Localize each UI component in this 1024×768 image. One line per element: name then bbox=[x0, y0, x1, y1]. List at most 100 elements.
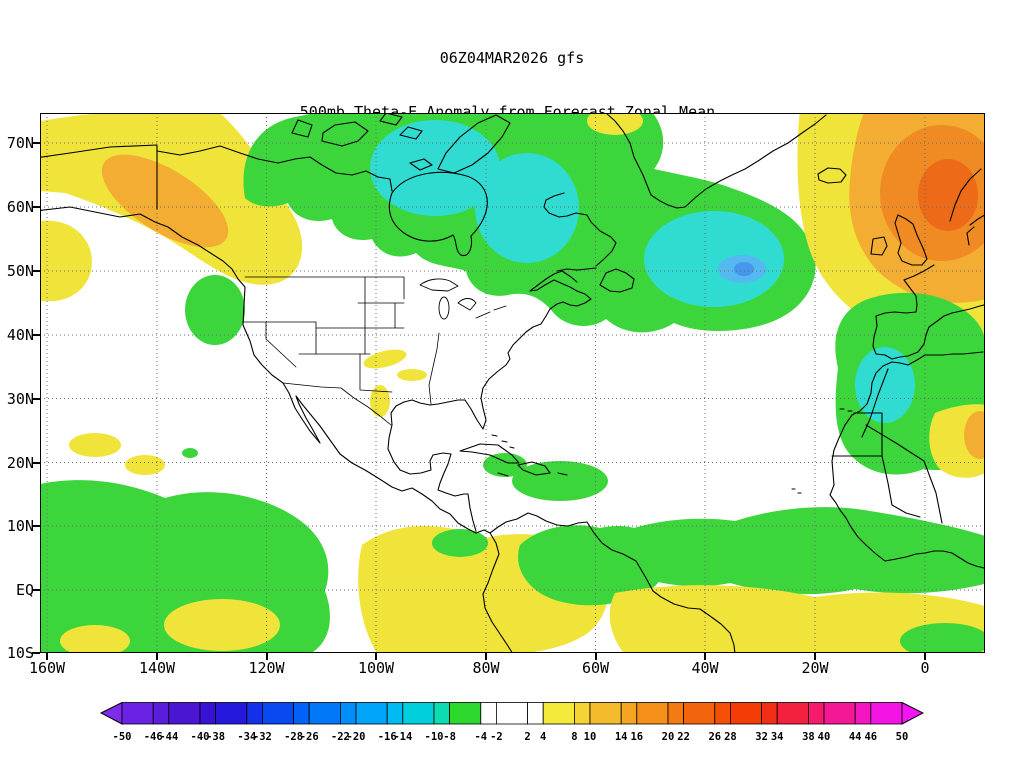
colorbar-cell bbox=[261, 702, 294, 725]
colorbar-cell bbox=[449, 702, 482, 725]
lon-tick-label: 20W bbox=[801, 659, 829, 677]
lat-tick-label: 60N bbox=[6, 198, 34, 216]
colorbar-label: 40 bbox=[818, 731, 831, 743]
lat-tick bbox=[32, 525, 40, 527]
colorbar-cell bbox=[808, 702, 825, 725]
colorbar-label: -10 bbox=[425, 731, 444, 743]
lon-tick bbox=[594, 653, 597, 660]
lat-tick-label: EQ bbox=[15, 581, 34, 599]
colorbar-cell bbox=[573, 702, 591, 725]
colorbar-cell bbox=[495, 702, 528, 725]
lon-tick bbox=[375, 653, 377, 660]
lon-tick-label: 80W bbox=[472, 659, 500, 677]
colorbar-cell bbox=[620, 702, 638, 725]
lat-tick bbox=[32, 461, 40, 464]
lat-tick-label: 20N bbox=[6, 453, 34, 472]
lon-tick bbox=[265, 653, 268, 660]
colorbar-cell bbox=[527, 702, 544, 725]
colorbar-cell bbox=[823, 702, 856, 725]
colorbar-cell bbox=[854, 702, 872, 725]
colorbar-cell bbox=[714, 702, 731, 725]
lon-tick bbox=[156, 653, 158, 660]
colorbar-label: -26 bbox=[300, 731, 319, 743]
colorbar-cell bbox=[667, 702, 685, 725]
colorbar-label: -16 bbox=[378, 731, 397, 743]
lat-tick-label: 40N bbox=[6, 326, 34, 344]
lat-tick-label: 70N bbox=[6, 134, 34, 152]
colorbar-label: -38 bbox=[206, 731, 225, 743]
colorbar-cell bbox=[730, 702, 763, 725]
colorbar-label: -14 bbox=[393, 731, 412, 743]
lon-tick-label: 0 bbox=[920, 659, 930, 677]
colorbar-cell bbox=[293, 702, 310, 725]
colorbar-cell bbox=[402, 702, 435, 725]
colorbar-label: -50 bbox=[113, 731, 132, 743]
lat-tick bbox=[32, 589, 40, 591]
lon-tick bbox=[814, 653, 816, 660]
lat-tick bbox=[32, 142, 40, 144]
borders-us bbox=[242, 276, 440, 426]
colorbar-label: 32 bbox=[755, 731, 768, 743]
lon-tick-label: 140W bbox=[138, 659, 176, 677]
colorbar-label: 16 bbox=[630, 731, 643, 743]
colorbar-label: 50 bbox=[896, 731, 909, 743]
colorbar-cell bbox=[308, 702, 341, 725]
lat-tick bbox=[32, 206, 40, 208]
colorbar-label: -40 bbox=[191, 731, 210, 743]
colorbar-cell bbox=[215, 702, 248, 725]
lat-tick bbox=[32, 652, 40, 654]
colorbar-cell bbox=[683, 702, 716, 725]
coast-gulf-eastcoast bbox=[387, 267, 597, 532]
colorbar-label: -32 bbox=[253, 731, 272, 743]
lat-tick bbox=[32, 270, 40, 272]
colorbar-label: -8 bbox=[443, 731, 456, 743]
colorbar-label: 2 bbox=[524, 731, 530, 743]
colorbar-cell bbox=[339, 702, 357, 725]
colorbar-scale: -50 -46-44 -40-38 -34-32 -28-26 -22-20 -16-14-… bbox=[99, 701, 925, 743]
colorbar-cell bbox=[386, 702, 404, 725]
map-frame bbox=[40, 113, 985, 653]
colorbar-cell bbox=[168, 702, 201, 725]
colorbar-label: -4 bbox=[474, 731, 487, 743]
lat-tick-label: 10N bbox=[6, 517, 34, 535]
lon-tick-label: 160W bbox=[28, 659, 66, 677]
coast-greenland-iceland bbox=[605, 113, 847, 209]
colorbar-label: -2 bbox=[490, 731, 503, 743]
shading-layer bbox=[40, 113, 985, 653]
coast-hudson-arctic bbox=[156, 113, 511, 257]
colorbar-label: 46 bbox=[864, 731, 877, 743]
colorbar-label: 20 bbox=[662, 731, 675, 743]
lon-tick bbox=[46, 653, 48, 660]
colorbar-cell bbox=[761, 702, 778, 725]
colorbar-cell bbox=[480, 702, 497, 725]
colorbar-label: -28 bbox=[284, 731, 303, 743]
map-canvas bbox=[40, 113, 985, 653]
coast-south-america bbox=[482, 512, 736, 653]
colorbar-cell bbox=[152, 702, 170, 725]
coast-caribbean bbox=[459, 434, 568, 477]
colorbar-cell bbox=[636, 702, 669, 725]
colorbar-arrow-left bbox=[99, 701, 123, 725]
coast-newfoundland-labrador bbox=[543, 192, 635, 293]
lon-tick-label: 120W bbox=[248, 659, 285, 677]
great-lakes bbox=[419, 278, 507, 319]
lat-tick-label: 10S bbox=[6, 644, 34, 662]
colorbar-label: 38 bbox=[802, 731, 815, 743]
colorbar-label: -20 bbox=[347, 731, 366, 743]
colorbar-label: 4 bbox=[540, 731, 546, 743]
colorbar-label: -22 bbox=[331, 731, 350, 743]
colorbar-cell bbox=[355, 702, 388, 725]
lon-tick bbox=[485, 653, 487, 660]
coast-europe bbox=[870, 168, 985, 360]
colorbar-label: 10 bbox=[584, 731, 597, 743]
lat-tick-label: 30N bbox=[6, 389, 34, 408]
colorbar-label: 14 bbox=[615, 731, 628, 743]
colorbar-label: 8 bbox=[571, 731, 577, 743]
colorbar-label: 26 bbox=[708, 731, 721, 743]
colorbar-label: -34 bbox=[237, 731, 256, 743]
lake-michigan bbox=[438, 296, 450, 320]
colorbar-arrow-right bbox=[901, 701, 925, 725]
colorbar: -50 -46 -44 -40 -38 -34 -32 -28 -26 -22 -20 -16 -14-… bbox=[99, 701, 925, 752]
colorbar-cell bbox=[542, 702, 575, 725]
